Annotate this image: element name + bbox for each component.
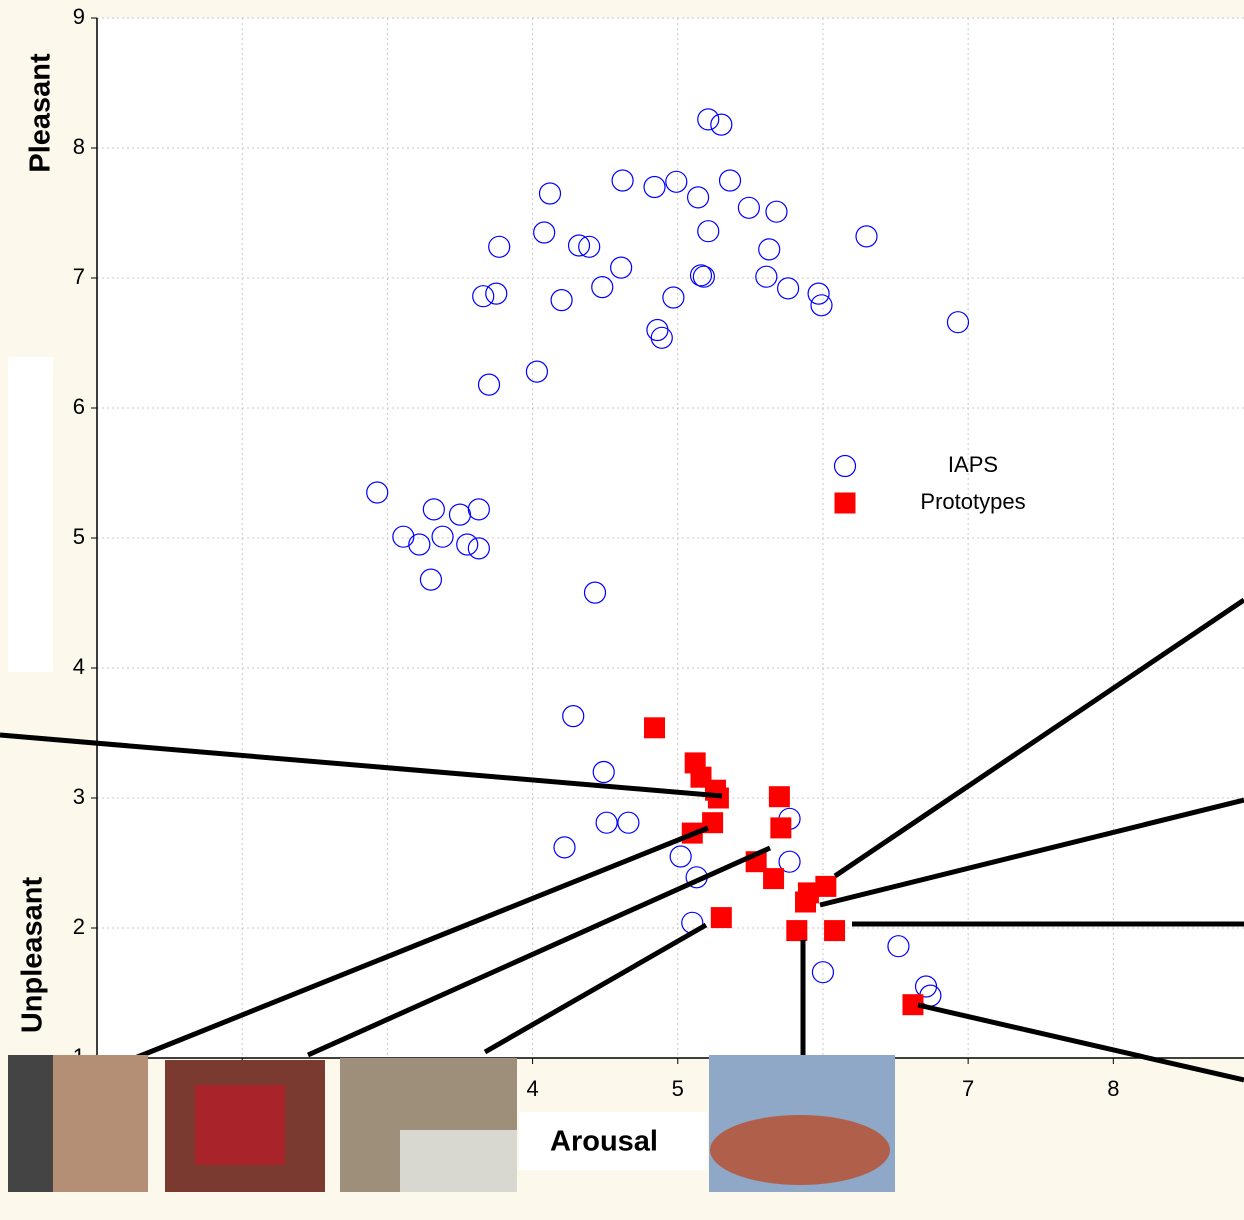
y-tick-label: 3 [73,784,85,809]
point [697,108,720,131]
point [467,537,490,560]
leader-line [917,1002,1244,1083]
point [887,935,910,958]
point [477,373,501,396]
point [697,220,720,243]
photo [8,1055,53,1192]
x-tick-label: 5 [672,1076,684,1101]
y-tick-label: 8 [73,134,85,159]
y-label-bottom: Unpleasant [17,877,49,1034]
x-tick-label: 4 [526,1076,538,1101]
point [366,481,389,504]
point [567,234,591,257]
point [595,811,618,834]
point [777,277,800,300]
point [472,285,495,308]
point [811,961,835,984]
y-tick-label: 9 [73,4,85,29]
point [692,265,715,288]
x-tick-label: 8 [1107,1076,1119,1101]
point [755,265,778,288]
point [763,868,785,890]
leader-line [129,825,709,1063]
y-tick-label: 7 [73,264,85,289]
point [778,850,801,873]
point [611,169,634,192]
leader-line [819,797,1244,908]
point [533,221,556,244]
photo [710,1115,890,1185]
y-tick-label: 5 [73,524,85,549]
label-patch [8,357,53,672]
point [467,498,490,521]
point [710,907,732,929]
point [419,568,443,591]
x-tick-label: 7 [962,1076,974,1101]
point [758,238,781,261]
point [689,264,713,287]
point [643,175,666,199]
point [710,113,733,136]
point [765,200,788,223]
point [644,717,666,739]
point [525,360,549,383]
legend-marker [834,492,856,514]
point [538,182,562,205]
point [456,533,479,556]
point [485,282,508,305]
point [408,533,431,556]
leader-line [306,845,772,1058]
point [591,276,614,299]
point [807,282,830,305]
point [662,286,685,309]
point [665,170,688,193]
leader-line [833,597,1244,879]
photo [400,1130,517,1192]
point [550,289,573,312]
label-patch [519,1112,707,1170]
point [610,256,633,279]
point [786,920,808,942]
point [578,235,601,258]
point [824,920,846,942]
point [768,786,790,808]
plot-area [97,18,1244,1058]
y-tick-label: 4 [73,654,85,679]
leader-lines [0,597,1244,1083]
point [770,817,792,839]
point [422,498,445,521]
photo [195,1085,285,1165]
point [562,704,585,728]
point [488,235,511,258]
point [553,836,576,859]
point [592,760,615,784]
point [815,875,837,897]
point [718,169,742,192]
legend-label: IAPS [948,452,998,477]
point [737,196,761,219]
point [855,225,878,248]
point [946,311,970,334]
point [583,581,607,604]
legend-label: Prototypes [920,489,1025,514]
y-tick-label: 6 [73,394,85,419]
point [448,503,472,526]
legend-marker [833,454,857,478]
x-label: Arousal [550,1126,658,1158]
y-label-top: Pleasant [25,53,57,173]
leader-line [0,732,723,799]
leader-line [483,922,708,1055]
point [392,525,415,548]
point [669,845,692,868]
photos [8,1055,895,1192]
point [810,294,833,317]
y-tick-label: 2 [73,914,85,939]
point [431,525,454,548]
point [617,811,640,834]
point [650,326,673,349]
point [686,186,710,209]
